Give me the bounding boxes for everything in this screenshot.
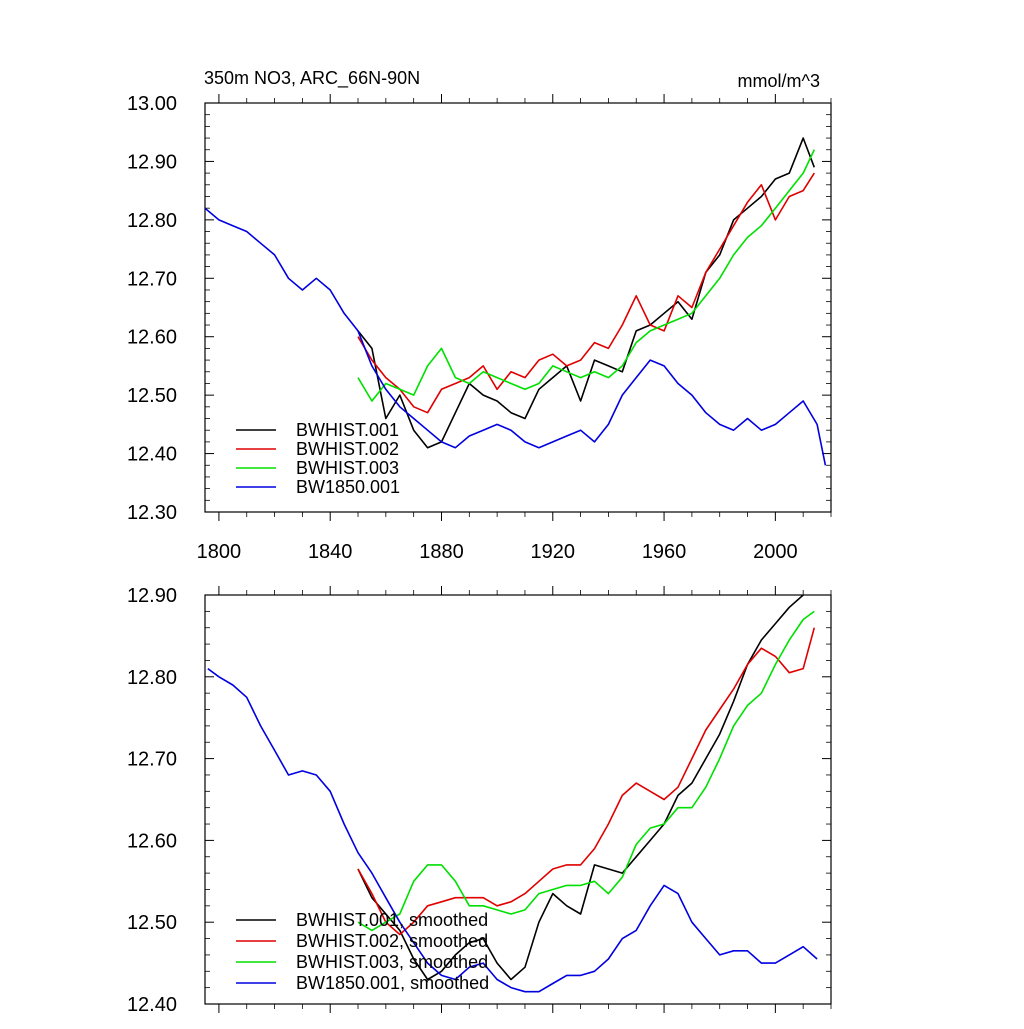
y-tick-label: 12.40 bbox=[127, 994, 177, 1016]
series-lines bbox=[205, 137, 827, 466]
series-line bbox=[357, 610, 815, 932]
legend-label: BWHIST.001, smoothed bbox=[296, 910, 488, 930]
series-lines bbox=[207, 595, 818, 993]
x-tick-label: 1880 bbox=[419, 541, 464, 563]
y-tick-label: 12.90 bbox=[127, 151, 177, 173]
y-tick-label: 12.60 bbox=[127, 327, 177, 349]
series-line bbox=[205, 207, 827, 466]
series-line bbox=[357, 627, 816, 936]
legend-label: BWHIST.003, smoothed bbox=[296, 952, 488, 972]
bottom-panel: 12.40 12.50 12.60 12.70 12.80 12.90 BWHIST.001… bbox=[127, 585, 832, 1016]
legend-label: BWHIST.001 bbox=[296, 420, 399, 440]
legend-label: BW1850.001, smoothed bbox=[296, 973, 489, 993]
plot-frame bbox=[204, 594, 832, 1005]
x-tick-label: 1800 bbox=[197, 541, 242, 563]
legend-label: BWHIST.002, smoothed bbox=[296, 931, 488, 951]
y-tick-label: 12.40 bbox=[127, 444, 177, 466]
x-tick-label: 2000 bbox=[753, 541, 798, 563]
units-label: mmol/m^3 bbox=[738, 71, 820, 91]
y-tick-label: 12.80 bbox=[127, 210, 177, 232]
y-tick-label: 13.00 bbox=[127, 93, 177, 115]
y-tick-label: 12.60 bbox=[127, 830, 177, 852]
x-tick-label: 1920 bbox=[531, 541, 576, 563]
y-tick-label: 12.50 bbox=[127, 385, 177, 407]
series-line bbox=[357, 149, 816, 402]
y-tick-label: 12.90 bbox=[127, 585, 177, 607]
legend-label: BW1850.001 bbox=[296, 477, 400, 497]
y-tick-label: 12.70 bbox=[127, 749, 177, 771]
y-tick-label: 12.70 bbox=[127, 268, 177, 290]
series-line bbox=[357, 595, 804, 981]
legend-label: BWHIST.003 bbox=[296, 458, 399, 478]
legend-label: BWHIST.002 bbox=[296, 439, 399, 459]
series-line bbox=[357, 137, 816, 449]
y-tick-label: 12.50 bbox=[127, 912, 177, 934]
x-tick-label: 1960 bbox=[642, 541, 687, 563]
chart-title: 350m NO3, ARC_66N-90N bbox=[204, 68, 420, 89]
y-tick-label: 12.80 bbox=[127, 667, 177, 689]
series-line bbox=[207, 667, 818, 993]
plot-frame bbox=[204, 102, 832, 513]
series-line bbox=[357, 172, 815, 414]
top-panel: 12.30 12.40 12.50 12.60 12.70 12.80 12.90 13.00… bbox=[127, 93, 832, 563]
x-tick-label: 1840 bbox=[308, 541, 353, 563]
y-tick-label: 12.30 bbox=[127, 502, 177, 524]
